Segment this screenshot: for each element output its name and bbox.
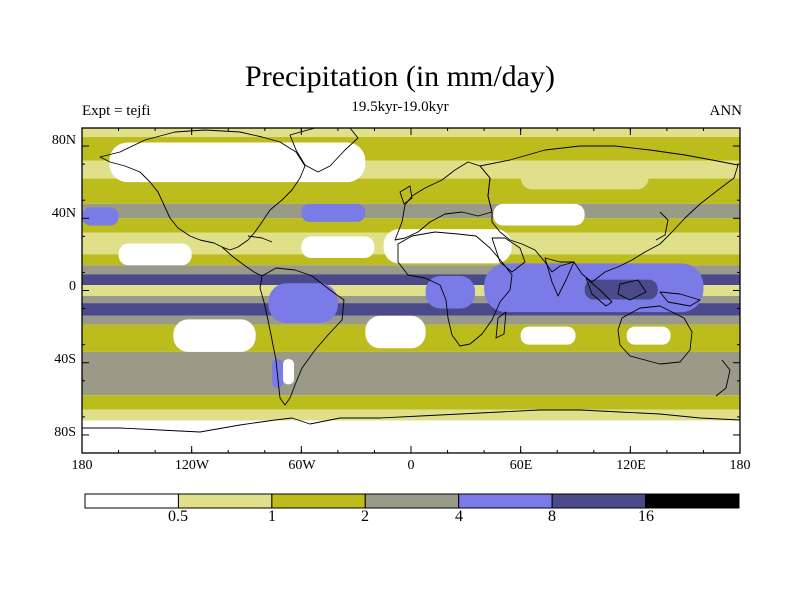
coastline-britain [399,185,413,205]
precip-zonal-band [82,409,740,421]
lat-tick-label: 0 [69,279,76,294]
colorbar-level-label: 4 [455,508,463,525]
precipitation-field [82,128,740,453]
precip-region [109,142,366,183]
lon-tick-label: 180 [71,458,93,473]
coastline-india [544,257,575,297]
colorbar-level-label: 2 [361,508,369,525]
precip-region [82,207,119,226]
coastline-borneo [617,279,647,301]
lat-tick-label: 80S [54,425,76,440]
colorbar-level-label: 16 [638,508,654,525]
lat-tick-label: 40S [54,352,76,367]
experiment-label: Expt = tejfi [82,103,151,119]
precip-zonal-band [82,265,740,275]
colorbar-swatch [271,493,366,509]
lon-tick-label: 120W [174,458,210,473]
precip-zonal-band [82,295,740,304]
coastline-new-zealand [715,359,731,397]
colorbar-swatch [364,493,460,509]
precip-region [301,203,366,222]
colorbar-swatch [551,493,647,509]
colorbar-swatch [177,493,273,509]
precip-region [383,229,512,264]
colorbar-swatch [458,493,553,509]
precip-region [173,319,256,352]
precip-region [493,203,585,226]
precip-region [584,279,658,300]
coastline-africa [397,231,513,347]
colorbar-level-label: 0.5 [168,508,188,525]
precip-region [626,326,671,345]
coastlines [82,128,740,433]
axis-ticks [81,127,741,454]
lon-tick-label: 180 [729,458,751,473]
lon-tick-label: 60E [509,458,533,473]
lon-tick-label: 0 [407,458,415,473]
lon-tick-label: 60W [288,458,316,473]
precip-region [365,315,426,349]
lon-tick-label: 120E [616,458,646,473]
coastline-central-america [221,246,263,277]
precip-zonal-band [82,285,740,296]
precip-region [118,243,192,266]
precip-region [301,236,375,258]
precip-zonal-band [82,203,740,219]
precip-region [520,164,649,190]
colorbar-swatch [84,493,179,509]
coastline-greenland [289,128,359,173]
coastline-asia [479,145,739,283]
coastline-australia [617,305,693,365]
season-label: ANN [709,103,743,119]
coastline-japan [655,211,669,241]
coastline-north-america [99,129,306,251]
precip-region [425,276,475,309]
coastline-cuba [247,235,273,243]
lat-tick-label: 40N [51,206,76,221]
coastline-new-guinea [659,291,701,307]
colorbar-swatch [645,493,740,509]
coastline-madagascar [495,311,507,339]
precip-region [283,359,295,385]
precip-region [91,276,265,284]
colorbar [84,493,740,509]
colorbar-level-label: 8 [548,508,556,525]
figure-subtitle: 19.5kyr-19.0kyr [351,99,449,115]
precip-zonal-band [82,395,740,410]
colorbar-level-label: 1 [268,508,276,525]
figure-title: Precipitation (in mm/day) [245,60,555,93]
precip-zonal-band [82,274,740,286]
coastline-arabia [491,237,526,273]
lat-tick-label: 80N [51,133,76,148]
coastline-antarctica [82,409,740,433]
precip-zonal-band [82,351,740,396]
precip-region [268,283,338,323]
coastline-south-america [259,267,345,406]
coastline-sumatra [585,277,613,307]
precip-region [520,326,576,345]
